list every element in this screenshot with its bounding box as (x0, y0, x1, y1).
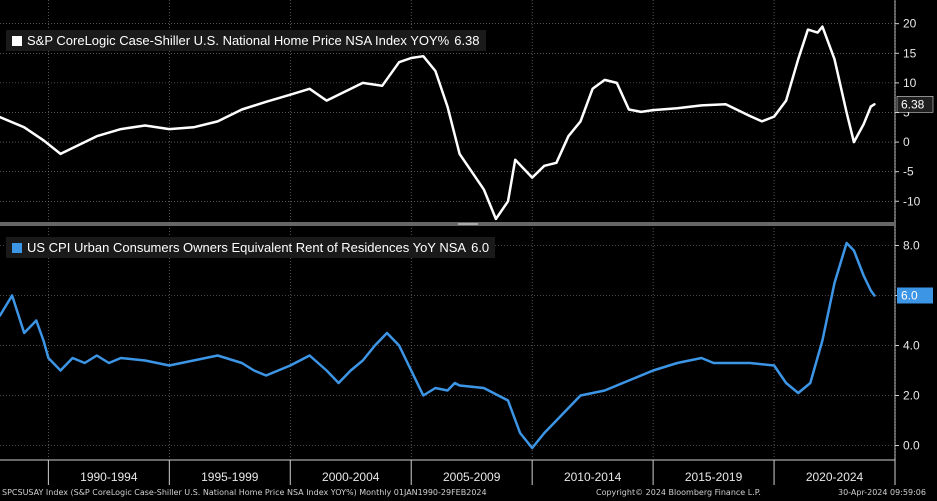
legend-bottom: US CPI Urban Consumers Owners Equivalent… (6, 237, 496, 258)
legend-swatch-home-price (12, 35, 22, 46)
last-value-tag-home-price (896, 96, 934, 113)
footer-timestamp: 30-Apr-2024 09:59:06 (838, 488, 926, 497)
y-tick-label: 0.0 (903, 439, 920, 453)
y-tick-label: 0 (903, 135, 910, 149)
legend-top: S&P CoreLogic Case-Shiller U.S. National… (6, 30, 486, 51)
y-tick-label: 20 (903, 17, 917, 31)
y-tick-label: 2.0 (903, 389, 920, 403)
x-tick-label: 2015-2019 (685, 470, 743, 484)
y-tick-label: 15 (903, 46, 917, 60)
series-line-home-price (0, 25, 876, 221)
y-tick-label: -5 (903, 165, 914, 179)
y-tick-label: 10 (903, 76, 917, 90)
x-tick-label: 1995-1999 (201, 470, 259, 484)
x-tick-label: 2005-2009 (443, 470, 501, 484)
x-tick-label: 2000-2004 (322, 470, 380, 484)
last-value-tag-oer (897, 287, 933, 304)
last-value-label-home-price: 6.38 (901, 97, 925, 111)
legend-swatch-oer (12, 242, 22, 253)
y-tick-label: 4.0 (903, 339, 920, 353)
last-value-label-oer: 6.0 (901, 289, 918, 303)
legend-value-oer: 6.0 (471, 240, 490, 255)
y-tick-label: -10 (903, 194, 921, 208)
footer-copyright: Copyright© 2024 Bloomberg Finance L.P. (596, 488, 761, 497)
x-tick-label: 2020-2024 (806, 470, 864, 484)
x-tick-label: 1990-1994 (80, 470, 138, 484)
panel-separator (0, 222, 895, 226)
y-tick-label: 8.0 (903, 239, 920, 253)
series-line-oer (0, 241, 876, 450)
x-tick-label: 2010-2014 (564, 470, 622, 484)
footer-source: SPCSUSAY Index (S&P CoreLogic Case-Shill… (2, 488, 487, 497)
legend-value-home-price: 6.38 (454, 33, 480, 48)
panel-resize-handle (458, 223, 478, 225)
legend-title-oer: US CPI Urban Consumers Owners Equivalent… (27, 240, 467, 255)
legend-title-home-price: S&P CoreLogic Case-Shiller U.S. National… (27, 33, 450, 48)
